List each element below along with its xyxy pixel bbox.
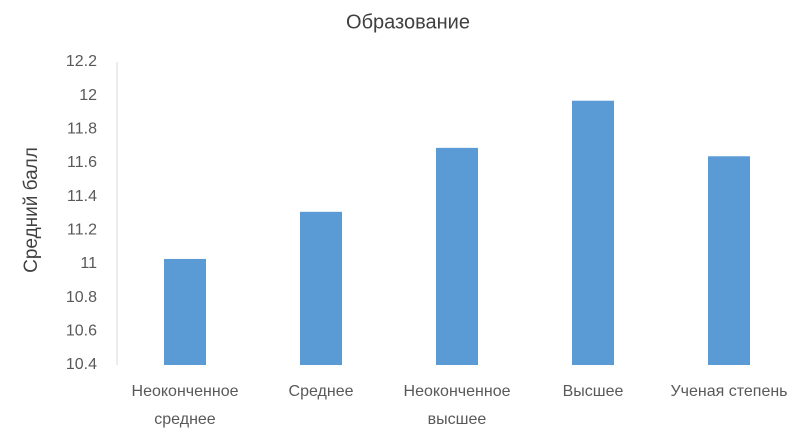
- x-tick-label: Неоконченное среднее: [132, 383, 239, 428]
- chart-title: Образование: [346, 11, 470, 33]
- y-axis-label: Средний балл: [21, 147, 42, 273]
- bar: [572, 100, 614, 365]
- y-tick-label: 10.6: [66, 323, 97, 340]
- bar: [708, 156, 750, 365]
- y-tick-label: 10.4: [66, 356, 97, 373]
- x-tick-label: Неоконченное высшее: [404, 383, 511, 428]
- y-tick-label: 12: [79, 87, 97, 104]
- y-tick-label: 12.2: [66, 53, 97, 70]
- x-tick-label: Высшее: [563, 383, 624, 400]
- bar: [164, 258, 206, 365]
- y-tick-label: 11.2: [67, 222, 97, 239]
- x-tick-label: Ученая степень: [670, 383, 787, 400]
- y-tick-label: 11.4: [67, 188, 97, 205]
- y-tick-label: 11.6: [67, 154, 97, 171]
- y-tick-label: 11.8: [67, 121, 97, 138]
- y-tick-label: 11: [80, 255, 97, 272]
- bar: [436, 147, 478, 365]
- y-tick-label: 10.8: [66, 289, 97, 306]
- x-tick-label: Среднее: [289, 383, 354, 400]
- bar: [300, 211, 342, 365]
